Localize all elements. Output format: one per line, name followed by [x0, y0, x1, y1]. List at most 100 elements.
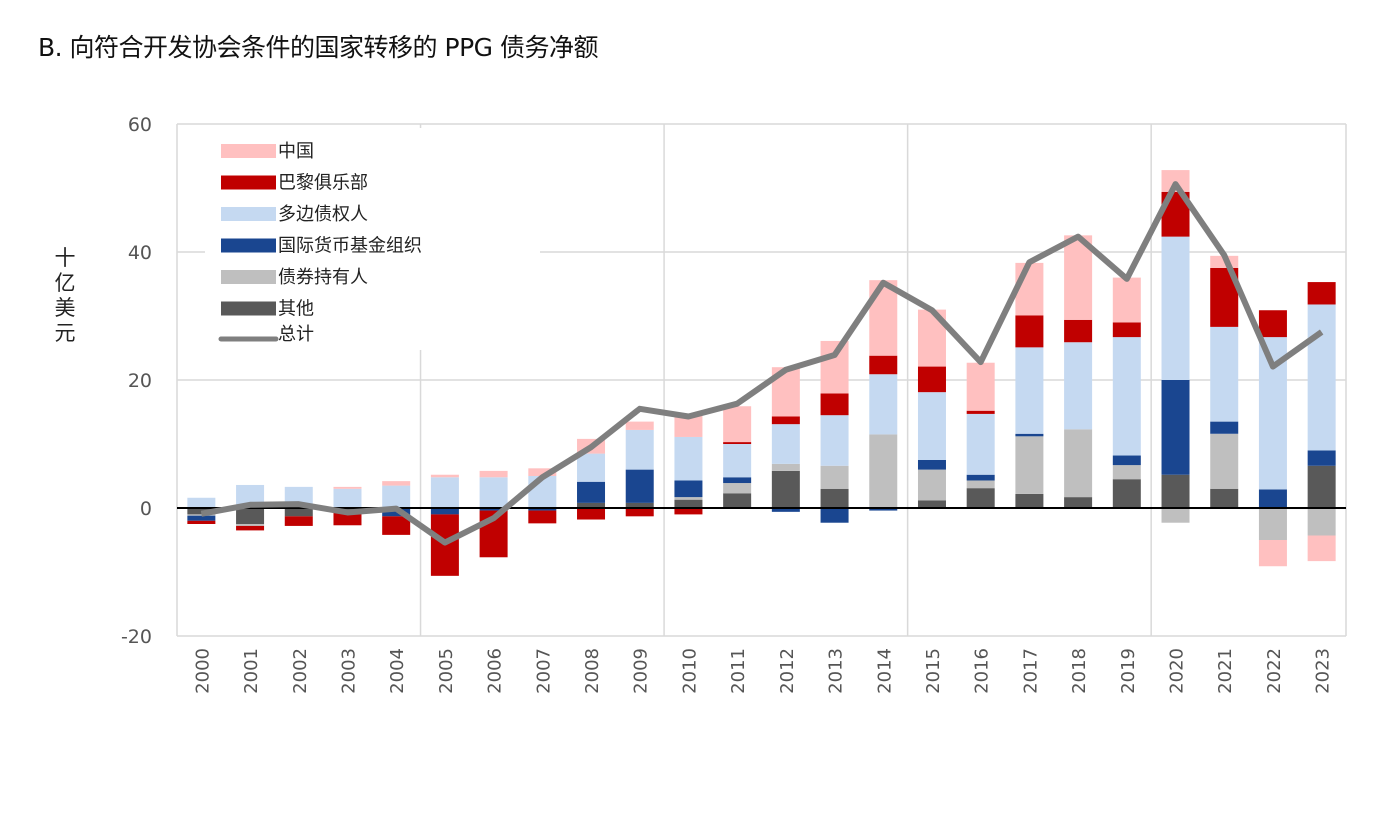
- legend-swatch: [221, 238, 276, 253]
- bar-segment: [1112, 322, 1141, 338]
- legend-label: 其他: [278, 299, 314, 320]
- x-tick-label: 2004: [387, 648, 408, 694]
- bar-segment: [1258, 489, 1287, 508]
- bar-segment: [236, 508, 265, 524]
- legend-swatch: [221, 144, 276, 158]
- y-axis-label-char: 元: [55, 321, 76, 345]
- gridlines: [176, 123, 1347, 637]
- bar-segment: [820, 415, 849, 466]
- bar-segment: [479, 477, 508, 508]
- bar-segment: [625, 502, 654, 508]
- bar-segment: [820, 488, 849, 508]
- bar-segment: [1307, 282, 1336, 305]
- bar-segment: [284, 516, 313, 526]
- legend-swatch: [221, 301, 276, 316]
- bar-segment: [1064, 429, 1093, 498]
- bar-group-2009: [625, 421, 654, 517]
- legend-label: 巴黎俱乐部: [278, 173, 368, 194]
- x-tick-label: 2020: [1167, 648, 1188, 694]
- bar-group-2023: [1307, 282, 1336, 562]
- bar-segment: [479, 508, 508, 511]
- x-tick-label: 2007: [533, 648, 554, 694]
- bar-segment: [820, 508, 849, 523]
- bar-segment: [966, 488, 995, 508]
- bar-segment: [917, 366, 946, 393]
- bar-segment: [1307, 465, 1336, 508]
- bar-segment: [1210, 433, 1239, 489]
- bar-groups: [187, 170, 1336, 576]
- x-tick-label: 2012: [777, 648, 798, 694]
- bar-group-2020: [1161, 170, 1190, 523]
- x-tick-label: 2009: [631, 648, 652, 694]
- x-tick-label: 2015: [923, 648, 944, 694]
- bar-segment: [966, 480, 995, 489]
- bar-segment: [1064, 319, 1093, 343]
- x-tick-label: 2023: [1313, 648, 1334, 694]
- bar-segment: [430, 474, 459, 478]
- bar-segment: [966, 410, 995, 414]
- x-tick-label: 2016: [972, 648, 993, 694]
- legend-label: 总计: [278, 324, 314, 345]
- bar-segment: [771, 416, 800, 425]
- bar-segment: [966, 413, 995, 475]
- bar-segment: [771, 463, 800, 471]
- x-tick-label: 2019: [1118, 648, 1139, 694]
- bar-group-2019: [1112, 277, 1141, 508]
- y-tick-label: 60: [128, 114, 152, 136]
- bar-segment: [528, 468, 557, 476]
- bar-group-2003: [333, 486, 362, 526]
- x-tick-label: 2018: [1069, 648, 1090, 694]
- total-line: [200, 181, 1324, 546]
- bar-group-2013: [820, 340, 849, 523]
- bar-group-2017: [1015, 262, 1044, 508]
- bar-segment: [187, 497, 216, 508]
- bar-segment: [674, 415, 703, 437]
- bar-segment: [333, 488, 362, 508]
- bar-segment: [577, 502, 606, 508]
- bar-segment: [1210, 488, 1239, 508]
- bar-segment: [869, 355, 898, 375]
- bar-segment: [1112, 455, 1141, 466]
- bar-segment: [674, 508, 703, 515]
- bar-segment: [771, 470, 800, 508]
- bar-segment: [1210, 326, 1239, 422]
- x-axis-ticks: 2000 2001 2002 2003 2004 2005 2006 2007 2008 2009…: [192, 648, 1333, 694]
- bar-segment: [382, 481, 411, 486]
- bar-segment: [869, 434, 898, 508]
- bar-group-2018: [1064, 235, 1093, 508]
- x-tick-label: 2008: [582, 648, 603, 694]
- y-axis-label-char: 美: [55, 296, 76, 320]
- bar-segment: [820, 340, 849, 394]
- bar-segment: [1112, 465, 1141, 480]
- y-tick-label: -20: [121, 626, 152, 648]
- y-axis-ticks: 60 40 20 0 -20: [121, 114, 152, 648]
- bar-segment: [1307, 535, 1336, 562]
- bar-segment: [1064, 342, 1093, 430]
- chart-title: B. 向符合开发协会条件的国家转移的 PPG 债务净额: [38, 33, 598, 62]
- bar-segment: [771, 424, 800, 464]
- bar-segment: [820, 465, 849, 489]
- bar-segment: [1161, 380, 1190, 475]
- bar-segment: [1161, 236, 1190, 380]
- x-tick-label: 2000: [192, 648, 213, 694]
- x-tick-label: 2021: [1215, 648, 1236, 694]
- bar-segment: [187, 515, 216, 521]
- bar-group-2016: [966, 362, 995, 508]
- legend-label: 中国: [278, 141, 314, 162]
- bar-segment: [528, 510, 557, 524]
- y-tick-label: 0: [140, 498, 152, 520]
- x-tick-label: 2002: [290, 648, 311, 694]
- bar-segment: [1258, 310, 1287, 338]
- bar-group-2005: [430, 474, 459, 576]
- bar-group-2011: [723, 406, 752, 508]
- y-axis-label-char: 亿: [55, 271, 76, 295]
- bar-segment: [333, 486, 362, 489]
- legend-label: 多边债权人: [278, 204, 368, 225]
- bar-segment: [284, 508, 313, 517]
- bar-segment: [1112, 337, 1141, 456]
- bar-segment: [625, 508, 654, 517]
- bar-group-2010: [674, 415, 703, 515]
- legend-swatch: [221, 207, 276, 221]
